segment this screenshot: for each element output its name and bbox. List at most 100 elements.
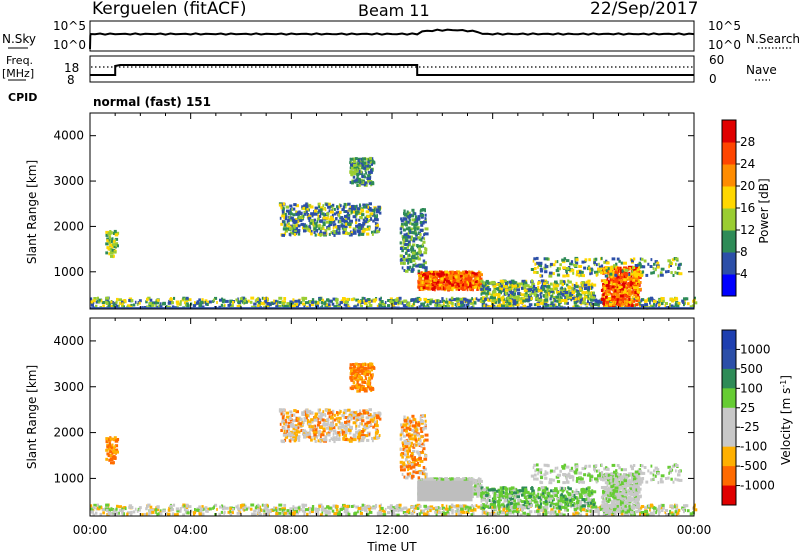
- velocity-scatter-cell: [92, 513, 95, 517]
- power-scatter-cell: [653, 262, 656, 266]
- cpid-label: CPID: [8, 91, 37, 104]
- velocity-scatter-cell: [665, 513, 669, 517]
- velocity-scatter-cell: [118, 508, 122, 512]
- power-scatter-cell: [330, 210, 334, 214]
- power-scatter-cell: [283, 297, 287, 300]
- velocity-scatter-cell: [358, 438, 361, 442]
- power-scatter-cell: [512, 299, 517, 303]
- power-scatter-cell: [670, 304, 674, 308]
- power-scatter-cell: [347, 216, 351, 220]
- power-scatter-cell: [372, 219, 375, 223]
- power-scatter-cell: [250, 296, 255, 300]
- power-scatter-cell: [605, 295, 608, 299]
- power-scatter-cell: [581, 297, 584, 301]
- power-scatter-cell: [668, 264, 672, 267]
- power-scatter-cell: [613, 289, 617, 293]
- power-scatter-cell: [579, 293, 583, 297]
- power-scatter-cell: [581, 274, 585, 278]
- power-scatter-cell: [335, 211, 340, 215]
- power-scatter-cell: [593, 261, 596, 265]
- power-scatter-cell: [476, 288, 479, 291]
- power-scatter-cell: [357, 207, 361, 211]
- velocity-scatter-cell: [375, 414, 380, 418]
- power-scatter-cell: [409, 243, 411, 247]
- power-colorbar-label: Power [dB]: [757, 178, 771, 243]
- power-scatter-cell: [501, 304, 505, 308]
- power-scatter-cell: [448, 284, 452, 288]
- power-scatter-cell: [571, 291, 575, 295]
- power-scatter-cell: [282, 227, 287, 231]
- power-scatter-cell: [579, 289, 584, 293]
- power-scatter-cell: [570, 295, 573, 299]
- power-scatter-cell: [356, 168, 358, 172]
- power-scatter-cell: [454, 285, 457, 288]
- power-scatter-cell: [355, 218, 358, 222]
- power-scatter-cell: [650, 258, 653, 262]
- power-scatter-cell: [671, 258, 675, 262]
- velocity-scatter-cell: [671, 513, 675, 517]
- power-scatter-cell: [371, 160, 376, 164]
- power-scatter-cell: [632, 278, 635, 282]
- velocity-scatter-cell: [406, 510, 409, 514]
- power-scatter-cell: [339, 301, 343, 305]
- power-scatter-cell: [391, 304, 396, 308]
- velocity-scatter-cell: [657, 513, 660, 516]
- power-scatter-cell: [599, 300, 603, 304]
- power-scatter-cell: [272, 301, 276, 305]
- velocity-scatter-cell: [112, 510, 116, 514]
- power-scatter-cell: [420, 229, 424, 232]
- power-scatter-cell: [286, 302, 290, 306]
- velocity-scatter-cell: [333, 418, 337, 422]
- power-scatter-cell: [114, 244, 117, 248]
- velocity-scatter-cell: [655, 509, 658, 513]
- frequency-panel-frame: [89, 55, 695, 83]
- power-scatter-cell: [316, 217, 320, 221]
- power-scatter-cell: [511, 303, 514, 307]
- velocity-scatter-cell: [550, 508, 554, 512]
- power-scatter-cell: [609, 284, 612, 288]
- velocity-scatter-cell: [216, 507, 218, 511]
- velocity-scatter-cell: [504, 513, 509, 517]
- velocity-scatter-cell: [589, 513, 594, 517]
- velocity-scatter-cell: [326, 505, 330, 509]
- velocity-scatter-cell: [198, 505, 201, 509]
- velocity-scatter-cell: [258, 508, 261, 512]
- power-scatter-cell: [283, 216, 285, 220]
- velocity-scatter-cell: [352, 421, 356, 425]
- power-scatter-cell: [498, 291, 501, 295]
- velocity-scatter-cell: [426, 510, 429, 514]
- power-scatter-cell: [323, 214, 326, 218]
- power-scatter-cell: [261, 296, 264, 300]
- power-scatter-cell: [332, 297, 336, 301]
- power-scatter-cell: [268, 302, 272, 306]
- power-scatter-cell: [413, 226, 417, 230]
- power-scatter-cell: [366, 177, 371, 180]
- power-scatter-cell: [454, 275, 458, 279]
- velocity-scatter-cell: [586, 509, 589, 513]
- velocity-scatter-cell: [587, 507, 589, 510]
- velocity-scatter-cell: [693, 508, 698, 512]
- velocity-scatter-cell: [359, 511, 363, 515]
- power-scatter-cell: [247, 299, 250, 303]
- power-scatter-cell: [301, 296, 305, 300]
- power-scatter-cell: [418, 265, 422, 268]
- power-scatter-cell: [280, 206, 284, 210]
- velocity-scatter-cell: [326, 510, 331, 514]
- power-scatter-cell: [637, 270, 641, 273]
- power-scatter-cell: [294, 229, 298, 233]
- power-scatter-cell: [398, 301, 402, 305]
- velocity-scatter-cell: [404, 512, 408, 516]
- velocity-scatter-cell: [394, 505, 399, 509]
- power-scatter-cell: [402, 235, 406, 239]
- power-scatter-cell: [557, 303, 561, 306]
- power-scatter-cell: [358, 223, 361, 226]
- velocity-scatter-cell: [308, 420, 312, 424]
- power-scatter-cell: [645, 273, 649, 277]
- velocity-scatter-cell: [156, 505, 160, 509]
- power-scatter-cell: [366, 304, 368, 307]
- power-scatter-cell: [336, 205, 341, 209]
- power-scatter-cell: [524, 286, 527, 290]
- power-scatter-cell: [98, 298, 103, 302]
- power-scatter-cell: [477, 280, 482, 284]
- velocity-scatter-cell: [413, 509, 415, 512]
